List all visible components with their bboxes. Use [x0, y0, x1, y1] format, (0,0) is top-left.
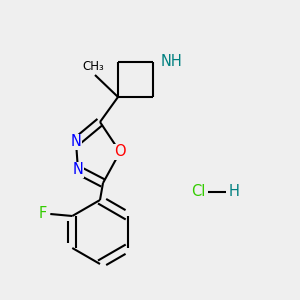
Text: F: F [38, 206, 46, 221]
Text: O: O [114, 145, 126, 160]
Text: H: H [229, 184, 239, 200]
Text: N: N [70, 134, 81, 149]
Text: NH: NH [160, 55, 182, 70]
Text: N: N [73, 163, 83, 178]
Text: CH₃: CH₃ [82, 61, 104, 74]
Text: Cl: Cl [191, 184, 205, 200]
